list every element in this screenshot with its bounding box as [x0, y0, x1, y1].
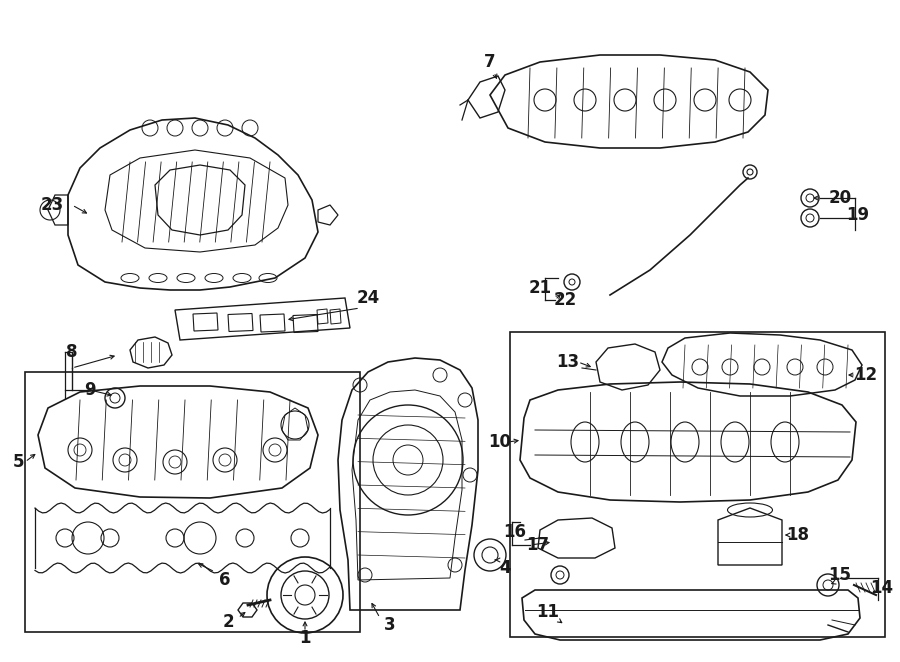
- Text: 2: 2: [222, 613, 234, 631]
- Text: 24: 24: [356, 289, 380, 307]
- Text: 18: 18: [787, 526, 809, 544]
- Text: 11: 11: [536, 603, 560, 621]
- Text: 20: 20: [828, 189, 851, 207]
- Text: 13: 13: [556, 353, 580, 371]
- Bar: [510, 332, 885, 637]
- Text: 6: 6: [220, 571, 230, 589]
- Text: 22: 22: [554, 291, 577, 309]
- Text: 14: 14: [870, 579, 894, 597]
- Text: 16: 16: [503, 523, 526, 541]
- Text: 5: 5: [13, 453, 23, 471]
- Text: 12: 12: [854, 366, 877, 384]
- Bar: [25, 372, 360, 632]
- Text: 10: 10: [489, 433, 511, 451]
- Text: 15: 15: [829, 566, 851, 584]
- Text: 7: 7: [484, 53, 496, 71]
- Text: 23: 23: [40, 196, 64, 214]
- Text: 8: 8: [67, 343, 77, 361]
- Text: 4: 4: [500, 559, 511, 577]
- Text: 17: 17: [526, 536, 550, 554]
- Text: 9: 9: [85, 381, 95, 399]
- Text: 21: 21: [528, 279, 552, 297]
- Text: 1: 1: [299, 629, 310, 647]
- Text: 3: 3: [384, 616, 396, 634]
- Text: 19: 19: [846, 206, 869, 224]
